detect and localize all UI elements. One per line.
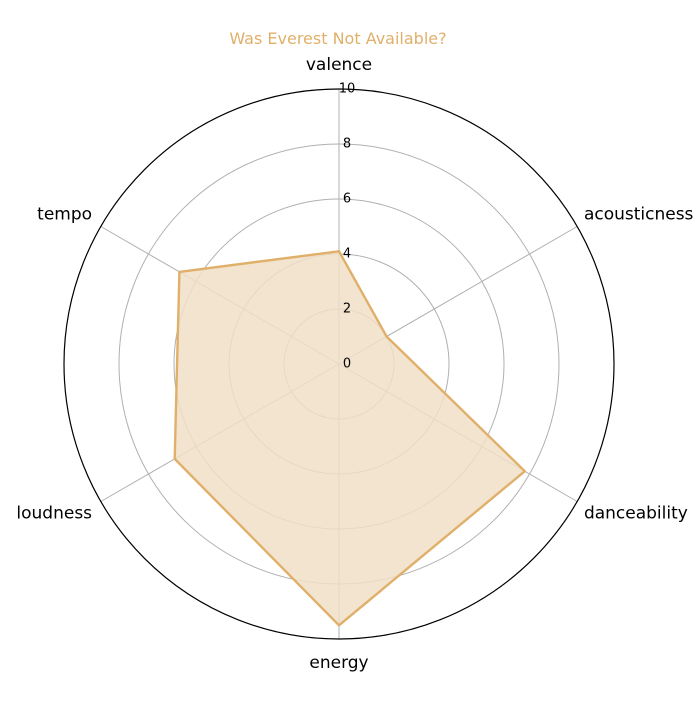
- data-point-loudness: [173, 457, 176, 461]
- r-tick-label: 6: [343, 192, 351, 207]
- axis-label-valence: valence: [306, 55, 372, 75]
- chart-title: Was Everest Not Available?: [229, 29, 446, 48]
- series-area: [174, 251, 525, 626]
- r-tick-label: 8: [343, 137, 351, 152]
- polar-frame: [63, 88, 615, 640]
- data-point-energy: [337, 624, 341, 627]
- axis-labels: valence acousticness danceability energy lou…: [16, 55, 693, 673]
- data-point-acousticness: [385, 335, 388, 338]
- radial-ticks: 0 2 4 6 8 10: [339, 82, 356, 372]
- axis-label-danceability: danceability: [584, 504, 688, 524]
- axis-label-loudness: loudness: [16, 504, 92, 524]
- r-tick-label: 10: [339, 82, 356, 97]
- data-point-danceability: [523, 470, 526, 473]
- axis-label-energy: energy: [309, 653, 368, 673]
- axis-label-acousticness: acousticness: [584, 205, 694, 225]
- data-point-valence: [337, 250, 341, 253]
- data-point-tempo: [178, 270, 181, 274]
- series-layer: [173, 250, 526, 627]
- axis-label-tempo: tempo: [37, 205, 92, 225]
- r-tick-label: 0: [343, 357, 351, 372]
- r-tick-label: 2: [343, 302, 351, 317]
- r-tick-label: 4: [343, 247, 351, 262]
